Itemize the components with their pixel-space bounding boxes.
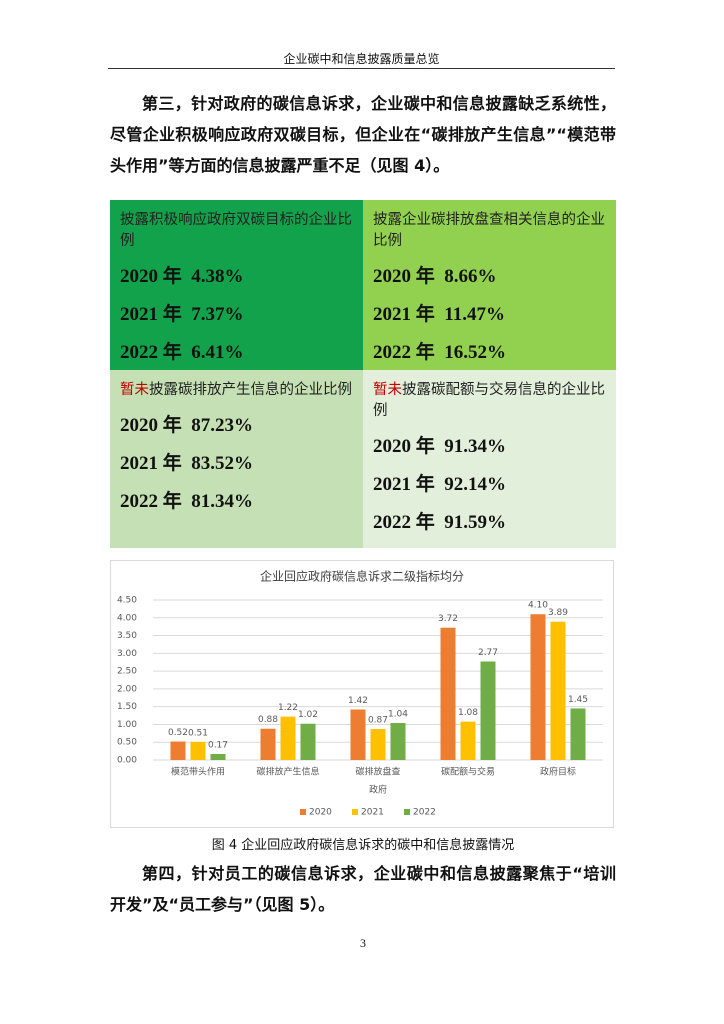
- legend-label: 2022: [413, 808, 436, 818]
- stat-row: 2020 年 87.23%: [120, 415, 254, 436]
- chart: 企业回应政府碳信息诉求二级指标均分 0.00 0.50 1.00 1.50 2.00 2.…: [117, 569, 603, 818]
- bar: [170, 741, 186, 760]
- data-label: 0.52: [168, 728, 188, 738]
- bar: [440, 627, 456, 760]
- legend-swatch: [352, 809, 358, 815]
- stat-row: 2022 年 16.52%: [373, 342, 507, 363]
- bar: [460, 721, 476, 760]
- title-text: 披露积极响应政府双碳目标的企业比例: [120, 212, 352, 249]
- x-tick-label: 碳配额与交易: [441, 766, 495, 778]
- x-tick-label: 碳排放盘查: [355, 766, 400, 778]
- title-text: 披露碳配额与交易信息的企业比例: [373, 382, 605, 419]
- data-label: 0.88: [258, 715, 278, 725]
- y-tick-label: 4.50: [117, 596, 137, 606]
- bar: [390, 723, 406, 760]
- stat-row: 2021 年 92.14%: [373, 474, 507, 495]
- data-label: 3.89: [548, 608, 568, 618]
- box-title: 披露积极响应政府双碳目标的企业比例: [120, 210, 353, 252]
- y-tick-label: 2.00: [117, 684, 137, 694]
- bar: [530, 614, 546, 760]
- legend-swatch: [404, 809, 410, 815]
- data-label: 0.87: [368, 716, 388, 726]
- stat-row: 2020 年 91.34%: [373, 436, 507, 457]
- legend-label: 2021: [361, 808, 384, 818]
- box-title: 暂未披露碳配额与交易信息的企业比例: [373, 380, 606, 422]
- stat-box: 披露积极响应政府双碳目标的企业比例 2020 年 4.38% 2021 年 7.37…: [110, 200, 363, 370]
- data-label: 0.17: [208, 740, 228, 750]
- bar: [570, 708, 586, 760]
- x-axis-label: 政府: [369, 784, 387, 796]
- figure-caption: 图 4 企业回应政府碳信息诉求的碳中和信息披露情况: [211, 838, 515, 853]
- bar: [190, 741, 206, 760]
- highlight: 暂未: [373, 382, 402, 398]
- data-label: 4.10: [528, 601, 548, 611]
- data-label: 1.08: [458, 708, 478, 718]
- stat-row: 2020 年 8.66%: [373, 266, 497, 287]
- stat-row: 2021 年 83.52%: [120, 453, 254, 474]
- y-tick-label: 1.00: [117, 720, 137, 730]
- x-tick-label: 碳排放产生信息: [256, 766, 319, 778]
- bar: [280, 716, 296, 760]
- data-label: 1.02: [298, 710, 318, 720]
- data-label: 1.04: [388, 710, 408, 720]
- paragraph: 第三，针对政府的碳信息诉求，企业碳中和信息披露缺乏系统性，尽管企业积极响应政府双…: [110, 94, 616, 175]
- bar: [260, 728, 276, 760]
- chart-frame: 企业回应政府碳信息诉求二级指标均分 0.00 0.50 1.00 1.50 2.00 2.…: [110, 560, 614, 828]
- paragraph: 第四，针对员工的碳信息诉求，企业碳中和信息披露聚焦于“培训开发”及“员工参与”（…: [110, 864, 616, 914]
- data-label: 1.42: [348, 696, 368, 706]
- data-label: 0.51: [188, 728, 208, 738]
- header-rule: [108, 68, 615, 69]
- title-text: 披露碳排放产生信息的企业比例: [149, 382, 352, 398]
- y-tick-label: 0.50: [117, 738, 137, 748]
- title-text: 披露企业碳排放盘查相关信息的企业比例: [373, 212, 605, 249]
- highlight: 暂未: [120, 382, 149, 398]
- stat-row: 2021 年 11.47%: [373, 304, 505, 325]
- bar: [480, 661, 496, 760]
- stat-row: 2020 年 4.38%: [120, 266, 244, 287]
- legend-swatch: [300, 809, 306, 815]
- page-number: 3: [360, 936, 366, 950]
- bar: [550, 621, 566, 760]
- stat-row: 2021 年 7.37%: [120, 304, 244, 325]
- bar: [210, 753, 226, 760]
- box-title: 暂未披露碳排放产生信息的企业比例: [120, 380, 353, 401]
- bar: [350, 709, 366, 760]
- data-label: 1.45: [568, 695, 588, 705]
- x-tick-label: 模范带头作用: [171, 766, 225, 778]
- stat-box: 暂未披露碳排放产生信息的企业比例 2020 年 87.23% 2021 年 83.5…: [110, 370, 363, 548]
- y-tick-label: 3.50: [117, 631, 137, 641]
- y-tick-label: 2.50: [117, 667, 137, 677]
- y-tick-label: 4.00: [117, 613, 137, 623]
- stat-row: 2022 年 6.41%: [120, 342, 244, 363]
- data-label: 3.72: [438, 614, 458, 624]
- bar: [300, 723, 316, 760]
- y-tick-label: 3.00: [117, 649, 137, 659]
- bar: [370, 729, 386, 760]
- y-tick-label: 0.00: [117, 756, 137, 766]
- running-header: 企业碳中和信息披露质量总览: [283, 52, 440, 66]
- box-title: 披露企业碳排放盘查相关信息的企业比例: [373, 210, 606, 252]
- stat-row: 2022 年 81.34%: [120, 491, 254, 512]
- y-tick-label: 1.50: [117, 702, 137, 712]
- x-tick-label: 政府目标: [540, 766, 576, 778]
- chart-title: 企业回应政府碳信息诉求二级指标均分: [260, 569, 464, 584]
- data-label: 1.22: [278, 703, 298, 713]
- stat-box: 暂未披露碳配额与交易信息的企业比例 2020 年 91.34% 2021 年 92.…: [363, 370, 616, 548]
- legend-label: 2020: [309, 808, 332, 818]
- stat-row: 2022 年 91.59%: [373, 512, 507, 533]
- stat-box: 披露企业碳排放盘查相关信息的企业比例 2020 年 8.66% 2021 年 11.…: [363, 200, 616, 370]
- data-label: 2.77: [478, 648, 498, 658]
